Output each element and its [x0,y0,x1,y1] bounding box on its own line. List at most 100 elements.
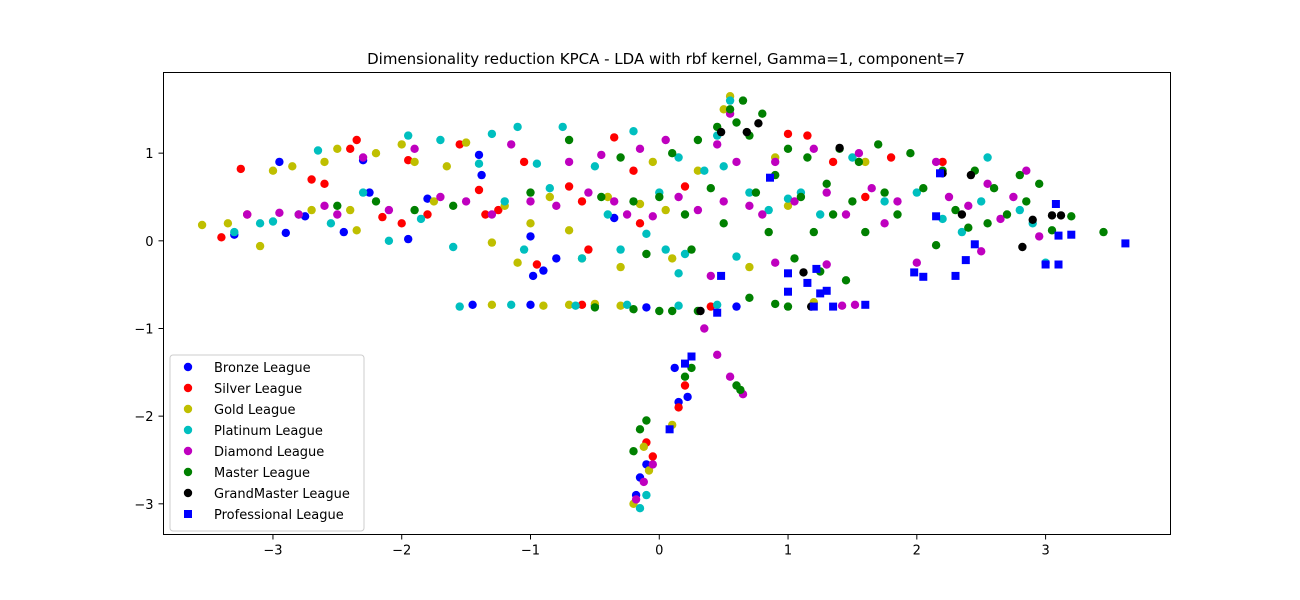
data-point-series-4-52 [725,372,735,381]
legend-label: Silver League [214,382,302,397]
data-point-series-5-2 [410,205,419,215]
data-point-series-6-9 [1047,211,1057,220]
data-point-series-4-30 [758,210,767,219]
data-point-series-5-52 [1022,197,1031,206]
data-point-series-5-68 [736,385,745,395]
data-point-series-3-12 [455,302,464,311]
data-point-series-4-16 [597,150,606,160]
data-point-series-2-14 [442,162,451,171]
data-point-series-2-1 [223,219,233,228]
axes-layer: −3 −2 −1 0 1 2 3 −3 −2 −1 0 1 [134,147,1049,558]
data-point-series-7-12 [936,169,944,178]
data-point-series-7-16 [1041,260,1050,269]
data-point-series-5-64 [642,416,651,425]
data-point-series-1-13 [481,210,490,219]
data-point-series-0-9 [526,232,535,241]
data-point-series-4-24 [706,271,715,281]
data-point-series-5-51 [1015,170,1024,180]
legend-marker [183,488,193,498]
x-tick-label: 1 [784,544,792,559]
data-point-series-7-25 [681,359,689,368]
data-point-series-0-2 [281,228,290,238]
data-point-series-5-34 [841,276,851,285]
data-point-series-1-17 [577,197,587,206]
data-point-series-4-8 [436,192,445,202]
data-point-series-5-28 [803,153,812,162]
data-point-series-5-27 [796,192,806,202]
data-point-series-5-29 [809,227,818,237]
data-point-series-5-41 [906,149,915,158]
data-point-series-7-19 [1054,260,1063,269]
data-point-series-4-4 [333,210,342,219]
data-point-series-5-62 [629,447,638,456]
data-point-series-3-22 [590,162,600,171]
data-point-series-4-31 [771,157,780,167]
data-point-series-4-60 [837,301,847,310]
data-point-series-2-3 [268,166,278,175]
data-point-series-4-22 [674,192,683,202]
data-point-series-5-60 [745,293,754,302]
data-point-series-4-1 [275,208,284,217]
data-point-series-3-17 [519,245,529,254]
data-point-series-2-44 [616,301,625,310]
data-point-series-5-35 [848,197,857,206]
data-point-series-3-15 [500,197,509,206]
data-point-series-5-48 [983,219,992,228]
data-point-series-1-3 [307,175,316,184]
data-point-series-7-3 [803,278,812,287]
data-point-series-4-25 [713,140,722,149]
data-point-series-0-23 [683,392,692,402]
data-point-series-7-27 [809,302,818,311]
data-point-series-4-19 [635,144,645,153]
data-point-series-4-43 [964,201,973,210]
data-point-series-2-11 [397,140,406,149]
data-point-series-7-22 [713,308,722,317]
data-point-series-0-26 [365,188,374,197]
data-point-series-4-18 [622,210,632,219]
data-point-series-4-26 [719,197,728,206]
legend: Bronze League Silver League Gold League Pla… [169,354,365,532]
data-point-series-1-32 [886,153,896,162]
data-point-series-1-10 [423,210,432,219]
data-point-series-2-21 [564,226,574,235]
data-point-series-0-5 [404,234,413,244]
data-point-series-2-20 [545,192,554,202]
data-point-series-5-0 [333,201,342,210]
data-point-series-1-34 [494,205,503,215]
data-point-series-5-19 [738,96,748,105]
data-point-series-3-1 [255,219,265,228]
data-point-series-5-40 [893,210,902,219]
data-point-series-3-47 [983,153,992,162]
data-point-series-3-53 [674,269,683,278]
data-point-series-6-5 [957,210,967,219]
data-point-series-2-2 [255,241,265,251]
data-point-series-1-19 [577,300,587,309]
data-point-series-0-8 [477,170,486,180]
data-point-series-3-0 [230,227,239,237]
data-point-series-5-56 [1099,227,1108,237]
data-point-series-3-29 [674,153,683,162]
data-point-series-5-63 [635,425,645,434]
data-point-series-7-17 [1051,200,1060,208]
data-point-series-4-46 [996,214,1005,224]
data-point-series-4-34 [822,188,831,197]
data-point-series-3-52 [642,490,651,500]
data-point-series-0-1 [275,157,284,167]
data-point-series-3-33 [719,162,728,171]
data-point-series-2-26 [648,157,657,167]
data-point-series-2-37 [861,157,870,167]
data-point-series-7-9 [910,268,919,277]
data-point-series-7-1 [784,269,792,278]
data-point-series-4-5 [358,153,368,162]
data-point-series-0-3 [339,227,348,237]
data-point-series-2-23 [603,192,612,202]
data-point-series-3-58 [713,300,722,309]
data-point-series-1-26 [680,381,690,390]
legend-label: Bronze League [214,361,311,376]
y-tick-label: 0 [145,235,153,250]
data-point-series-5-49 [989,184,999,193]
data-point-series-1-33 [938,157,947,167]
data-point-series-7-6 [822,286,831,295]
x-tick-label: −3 [263,544,282,559]
